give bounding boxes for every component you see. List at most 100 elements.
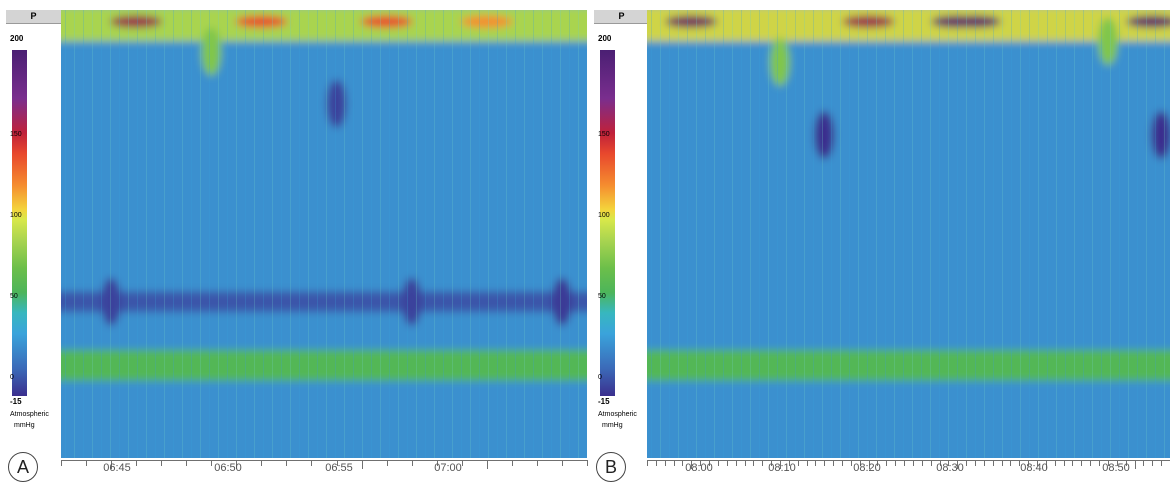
- x-axis-a: [61, 460, 587, 461]
- x-axis-tick: [788, 460, 790, 466]
- heatmap-texture-line: [813, 10, 814, 458]
- colorbar-max-label: 200: [598, 34, 612, 43]
- heatmap-texture-line: [245, 10, 246, 458]
- heatmap-texture-line: [948, 10, 949, 458]
- x-axis-tick: [136, 460, 138, 466]
- x-axis-tick: [1045, 460, 1047, 469]
- heatmap-texture-line: [1146, 10, 1147, 458]
- x-axis-tick: [311, 460, 313, 466]
- panel-a: P 200 150 100 50 0 -15 Atmospheric mmHg …: [6, 10, 588, 482]
- heatmap-texture-line: [362, 10, 363, 458]
- x-axis-tick: [797, 460, 799, 466]
- x-axis-tick: [86, 460, 88, 466]
- heatmap-texture-line: [407, 10, 408, 458]
- x-axis-tick: [1063, 460, 1065, 466]
- x-axis-tick: [842, 460, 844, 466]
- x-axis-tick: [859, 460, 861, 466]
- x-axis-tick: [647, 460, 648, 466]
- x-tick-label-b-2: 08:20: [853, 462, 881, 474]
- x-axis-tick: [983, 460, 985, 466]
- heatmap-texture-line: [804, 10, 805, 458]
- x-axis-tick: [1134, 460, 1136, 469]
- x-axis-tick: [1081, 460, 1083, 466]
- x-axis-tick: [904, 460, 906, 466]
- heatmap-texture-line: [714, 10, 715, 458]
- x-axis-tick: [1152, 460, 1154, 466]
- heatmap-texture-line: [975, 10, 976, 458]
- x-tick-label-a-0: 06:45: [103, 462, 131, 474]
- heatmap-texture-line: [569, 10, 570, 458]
- heatmap-texture-line: [65, 10, 66, 458]
- heatmap-peak: [842, 15, 895, 28]
- x-axis-tick: [1037, 460, 1039, 466]
- heatmap-spot: [101, 277, 122, 326]
- heatmap-peak: [460, 15, 513, 28]
- heatmap-texture-line: [272, 10, 273, 458]
- heatmap-texture-line: [777, 10, 778, 458]
- x-axis-tick: [411, 460, 413, 466]
- heatmap-spot: [201, 27, 222, 76]
- x-axis-tick: [1125, 460, 1127, 466]
- heatmap-texture-line: [92, 10, 93, 458]
- x-axis-tick: [1161, 460, 1163, 466]
- x-axis-b: [647, 460, 1170, 461]
- heatmap-texture-line: [894, 10, 895, 458]
- colorbar-unit-line1: Atmospheric: [598, 411, 637, 418]
- heatmap-texture-line: [1065, 10, 1066, 458]
- heatmap-texture-line: [723, 10, 724, 458]
- x-axis-tick: [1072, 460, 1074, 466]
- x-axis-tick: [779, 460, 781, 469]
- colorbar-tick-100: 100: [10, 212, 22, 219]
- x-axis-tick: [744, 460, 746, 466]
- heatmap-texture-line: [921, 10, 922, 458]
- colorbar-tick-0: 0: [10, 374, 14, 381]
- x-axis-tick: [753, 460, 755, 466]
- colorbar-header: P: [6, 10, 61, 24]
- heatmap-texture-line: [1164, 10, 1165, 458]
- x-tick-label-b-5: 08:50: [1102, 462, 1130, 474]
- heatmap-texture-line: [1047, 10, 1048, 458]
- x-axis-tick: [336, 460, 338, 466]
- heatmap-texture-line: [669, 10, 670, 458]
- heatmap-texture-line: [876, 10, 877, 458]
- heatmap-texture-line: [867, 10, 868, 458]
- heatmap-spot: [814, 111, 835, 160]
- x-axis-tick: [461, 460, 463, 466]
- heatmap-band: [647, 10, 1170, 42]
- heatmap-texture-line: [551, 10, 552, 458]
- x-axis-tick: [912, 460, 914, 466]
- heatmap-spot: [326, 79, 347, 128]
- x-axis-tick: [587, 460, 588, 466]
- heatmap-peak: [665, 15, 718, 28]
- x-axis-tick: [386, 460, 388, 466]
- heatmap-texture-line: [425, 10, 426, 458]
- heatmap-texture-line: [110, 10, 111, 458]
- heatmap-texture-line: [1110, 10, 1111, 458]
- x-axis-tick: [700, 460, 702, 466]
- heatmap-texture-line: [209, 10, 210, 458]
- heatmap-texture-line: [74, 10, 75, 458]
- heatmap-texture-line: [831, 10, 832, 458]
- x-axis-tick: [186, 460, 188, 466]
- heatmap-texture-line: [678, 10, 679, 458]
- heatmap-texture-line: [155, 10, 156, 458]
- heatmap-texture-line: [885, 10, 886, 458]
- x-axis-tick: [948, 460, 950, 466]
- x-axis-tick: [709, 460, 711, 466]
- heatmap-texture-line: [560, 10, 561, 458]
- heatmap-spot: [769, 38, 790, 87]
- x-tick-label-a-2: 06:55: [325, 462, 353, 474]
- x-axis-tick: [895, 460, 897, 466]
- colorbar-tick-150: 150: [598, 131, 610, 138]
- heatmap-texture-line: [326, 10, 327, 458]
- x-axis-tick: [966, 460, 968, 466]
- heatmap-texture-line: [1056, 10, 1057, 458]
- x-axis-tick: [974, 460, 976, 466]
- heatmap-peak: [235, 15, 288, 28]
- heatmap-texture-line: [488, 10, 489, 458]
- x-axis-tick: [1116, 460, 1118, 466]
- heatmap-spot: [401, 277, 422, 326]
- heatmap-texture-line: [416, 10, 417, 458]
- x-tick-label-b-4: 08:40: [1020, 462, 1048, 474]
- x-axis-tick: [957, 460, 959, 469]
